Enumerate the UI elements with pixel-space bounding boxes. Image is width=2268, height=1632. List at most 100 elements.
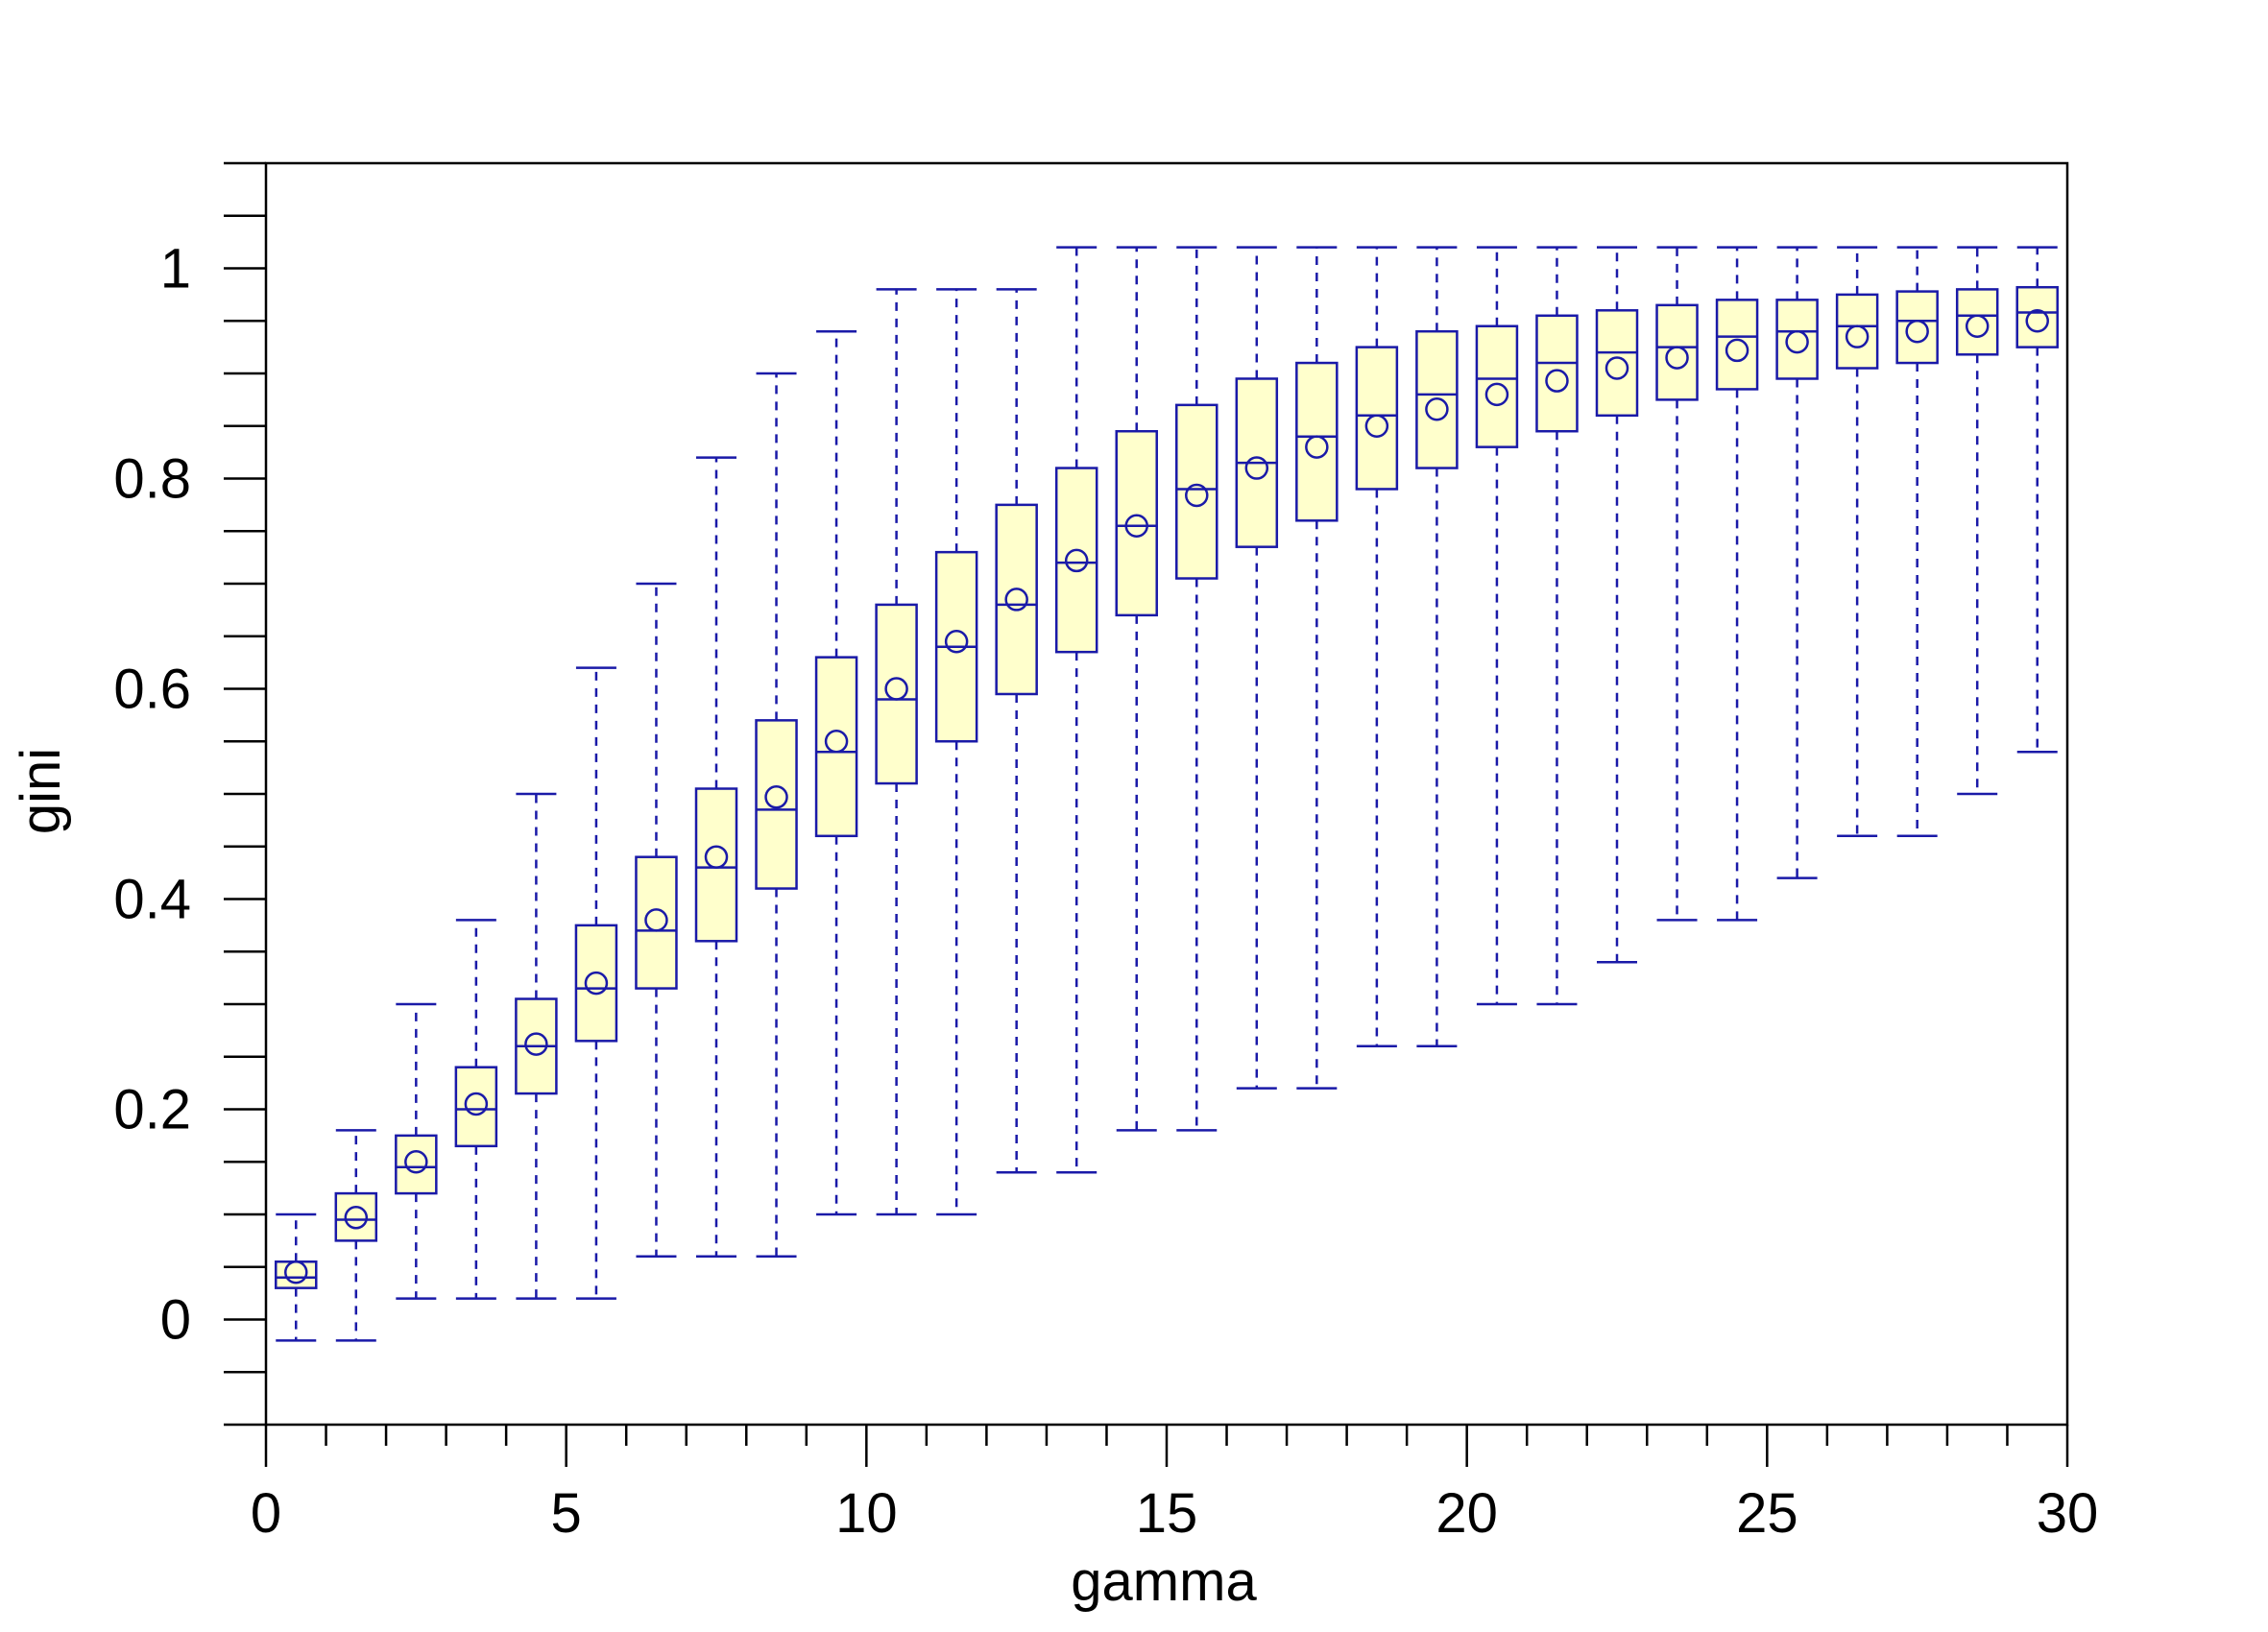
x-tick-label: 30 bbox=[2037, 1482, 2099, 1545]
mean-marker bbox=[764, 785, 788, 809]
mean-marker bbox=[344, 1206, 369, 1230]
y-tick-label: 0.6 bbox=[113, 659, 191, 721]
mean-marker bbox=[1185, 483, 1209, 508]
box-group-6 bbox=[635, 582, 678, 1259]
iqr-box bbox=[574, 924, 618, 1043]
mean-marker bbox=[824, 730, 849, 754]
iqr-box bbox=[755, 719, 798, 890]
iqr-box bbox=[334, 1191, 378, 1242]
x-tick-label: 15 bbox=[1136, 1482, 1198, 1545]
box-group-2 bbox=[395, 1002, 438, 1300]
iqr-box bbox=[1475, 324, 1519, 448]
mean-marker bbox=[1484, 382, 1509, 407]
mean-marker bbox=[524, 1032, 548, 1056]
box-group-0 bbox=[275, 1212, 318, 1342]
mean-marker bbox=[1064, 548, 1089, 573]
iqr-box bbox=[1835, 293, 1879, 370]
x-axis-title: gamma bbox=[1071, 1550, 1257, 1613]
x-tick-label: 0 bbox=[251, 1482, 281, 1545]
iqr-box bbox=[454, 1066, 498, 1148]
box-group-17 bbox=[1295, 246, 1339, 1090]
box-group-11 bbox=[934, 288, 978, 1216]
y-tick-label: 0.2 bbox=[113, 1079, 191, 1141]
iqr-box bbox=[694, 787, 738, 943]
iqr-box bbox=[1955, 288, 1999, 356]
iqr-box bbox=[275, 1260, 318, 1289]
iqr-box bbox=[635, 855, 678, 990]
y-tick-label: 1 bbox=[160, 238, 191, 300]
box-group-1 bbox=[334, 1129, 378, 1342]
mean-marker bbox=[704, 845, 729, 869]
x-tick-label: 5 bbox=[551, 1482, 582, 1545]
iqr-box bbox=[1175, 403, 1218, 580]
mean-marker bbox=[1425, 396, 1449, 421]
mean-marker bbox=[404, 1150, 428, 1174]
box-group-22 bbox=[1595, 246, 1639, 964]
mean-marker bbox=[1004, 588, 1028, 612]
mean-marker bbox=[1785, 329, 1809, 354]
y-tick-label: 0 bbox=[160, 1289, 191, 1352]
iqr-box bbox=[1715, 299, 1759, 391]
box-group-5 bbox=[574, 666, 618, 1300]
iqr-box bbox=[995, 503, 1038, 696]
iqr-box bbox=[395, 1134, 438, 1195]
box-group-21 bbox=[1535, 246, 1579, 1006]
box-group-13 bbox=[1054, 246, 1098, 1174]
box-group-23 bbox=[1655, 246, 1699, 922]
mean-marker bbox=[1725, 338, 1749, 363]
y-tick-label: 0.4 bbox=[113, 869, 191, 931]
box-group-28 bbox=[1955, 246, 1999, 796]
iqr-box bbox=[1535, 314, 1579, 433]
box-group-29 bbox=[2015, 246, 2059, 754]
mean-marker bbox=[464, 1092, 489, 1116]
box-group-19 bbox=[1415, 246, 1459, 1048]
box-group-24 bbox=[1715, 246, 1759, 922]
iqr-box bbox=[1355, 346, 1399, 491]
iqr-box bbox=[1775, 299, 1819, 380]
box-group-9 bbox=[814, 329, 858, 1216]
iqr-box bbox=[1295, 361, 1339, 522]
box-group-7 bbox=[694, 456, 738, 1259]
box-group-20 bbox=[1475, 246, 1519, 1006]
iqr-box bbox=[1595, 309, 1639, 418]
mean-marker bbox=[1124, 514, 1148, 539]
box-group-18 bbox=[1355, 246, 1399, 1048]
mean-marker bbox=[884, 677, 908, 701]
mean-marker bbox=[1545, 369, 1569, 393]
box-group-4 bbox=[515, 792, 558, 1300]
box-group-26 bbox=[1835, 246, 1879, 838]
box-group-27 bbox=[1895, 246, 1939, 838]
iqr-box bbox=[1115, 429, 1158, 617]
mean-marker bbox=[1364, 414, 1389, 438]
y-axis-title: gini bbox=[10, 748, 72, 834]
mean-marker bbox=[1244, 456, 1269, 480]
mean-marker bbox=[1845, 324, 1870, 348]
mean-marker bbox=[1604, 356, 1629, 380]
axes-layer: 00.20.40.60.810 5 10 15 20 25 30 bbox=[113, 161, 2099, 1545]
box-group-25 bbox=[1775, 246, 1819, 879]
mean-marker bbox=[1905, 319, 1929, 344]
x-tick-label: 20 bbox=[1436, 1482, 1498, 1545]
box-group-14 bbox=[1115, 246, 1158, 1132]
mean-marker bbox=[2025, 309, 2049, 333]
mean-marker bbox=[284, 1260, 308, 1284]
iqr-box bbox=[2015, 285, 2059, 348]
box-group-8 bbox=[755, 372, 798, 1259]
mean-marker bbox=[1965, 314, 1990, 338]
box-group-12 bbox=[995, 288, 1038, 1174]
box-group-16 bbox=[1235, 246, 1279, 1090]
mean-marker bbox=[1665, 346, 1689, 370]
mean-marker bbox=[584, 971, 609, 996]
iqr-box bbox=[1054, 467, 1098, 654]
box-group-10 bbox=[875, 288, 918, 1216]
iqr-box bbox=[1895, 290, 1939, 365]
mean-marker bbox=[944, 629, 969, 654]
boxes-layer bbox=[275, 246, 2059, 1342]
box-group-15 bbox=[1175, 246, 1218, 1132]
x-tick-label: 25 bbox=[1736, 1482, 1798, 1545]
box-group-3 bbox=[454, 919, 498, 1300]
iqr-box bbox=[1655, 303, 1699, 401]
iqr-box bbox=[814, 656, 858, 838]
